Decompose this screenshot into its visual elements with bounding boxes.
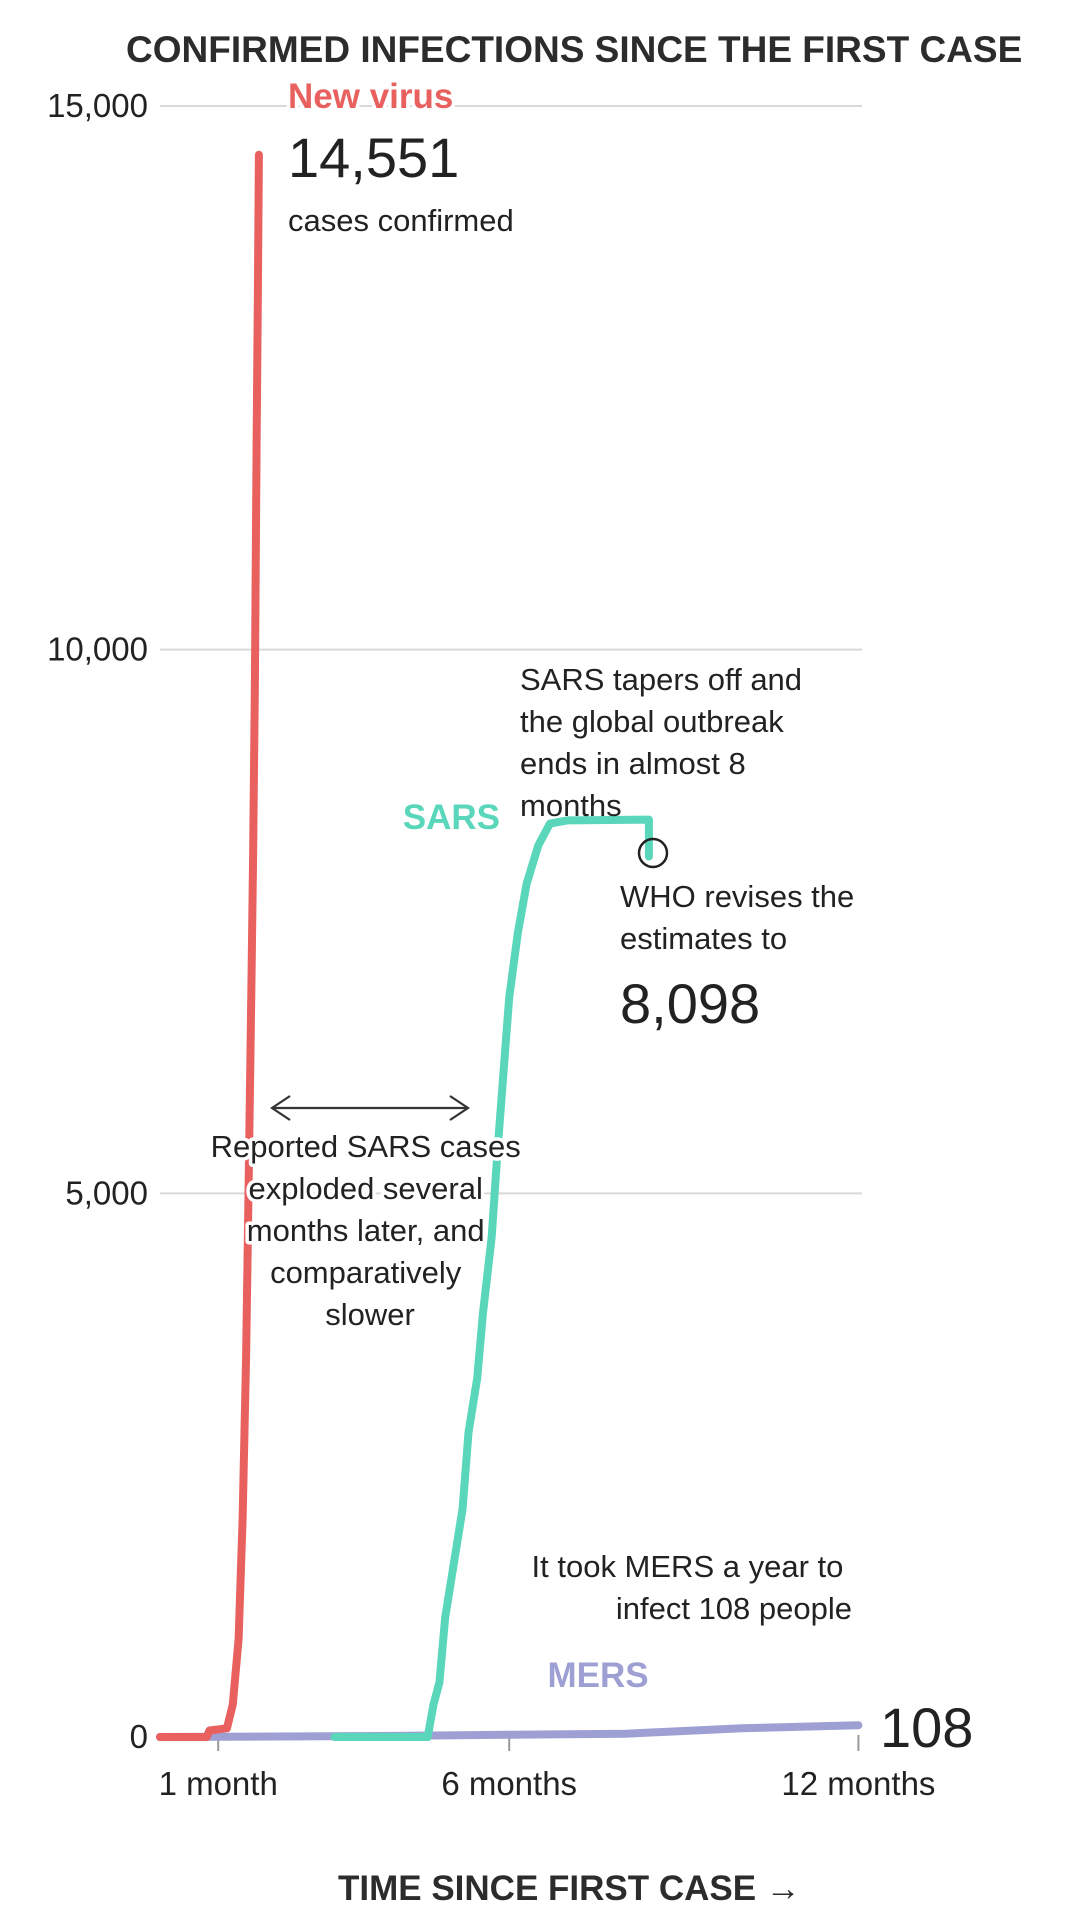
y-tick-label: 0 — [130, 1718, 148, 1755]
who-revision-marker — [637, 837, 669, 869]
series-line-mers — [156, 1721, 863, 1741]
series-lines — [156, 150, 863, 1741]
series-label-mers: MERS — [547, 1656, 648, 1695]
new-virus-total-caption: cases confirmed — [288, 203, 514, 238]
new-virus-total-value: 14,551 — [288, 126, 459, 189]
y-tick-label: 5,000 — [65, 1174, 148, 1211]
annotation-sars-delay: Reported SARS cases exploded several mon… — [211, 1129, 530, 1332]
x-axis-ticks: 1 month 6 months 12 months — [159, 1735, 935, 1802]
x-tick-label: 12 months — [781, 1765, 935, 1802]
series-label-new-virus: New virus — [288, 77, 453, 116]
annotation-who-revises: WHO revises the estimates to — [620, 879, 863, 956]
y-tick-label: 10,000 — [47, 631, 148, 668]
x-tick-label: 1 month — [159, 1765, 278, 1802]
gridlines — [160, 105, 862, 1195]
chart-title: CONFIRMED INFECTIONS SINCE THE FIRST CAS… — [126, 29, 1022, 70]
annotation-mers-year: It took MERS a year to infect 108 people — [532, 1549, 852, 1626]
who-revised-value: 8,098 — [620, 972, 760, 1035]
series-line-sars — [330, 815, 653, 1741]
y-axis-ticks: 0 5,000 10,000 15,000 — [47, 87, 148, 1755]
y-tick-label: 15,000 — [47, 87, 148, 124]
delay-double-arrow — [270, 1095, 470, 1121]
mers-end-value: 108 — [880, 1696, 973, 1759]
series-line-new-virus — [156, 150, 263, 1741]
x-axis-title: TIME SINCE FIRST CASE → — [338, 1869, 801, 1908]
x-tick-label: 6 months — [441, 1765, 577, 1802]
annotation-sars-tapers: SARS tapers off and the global outbreak … — [520, 662, 811, 823]
series-label-sars: SARS — [403, 798, 500, 837]
